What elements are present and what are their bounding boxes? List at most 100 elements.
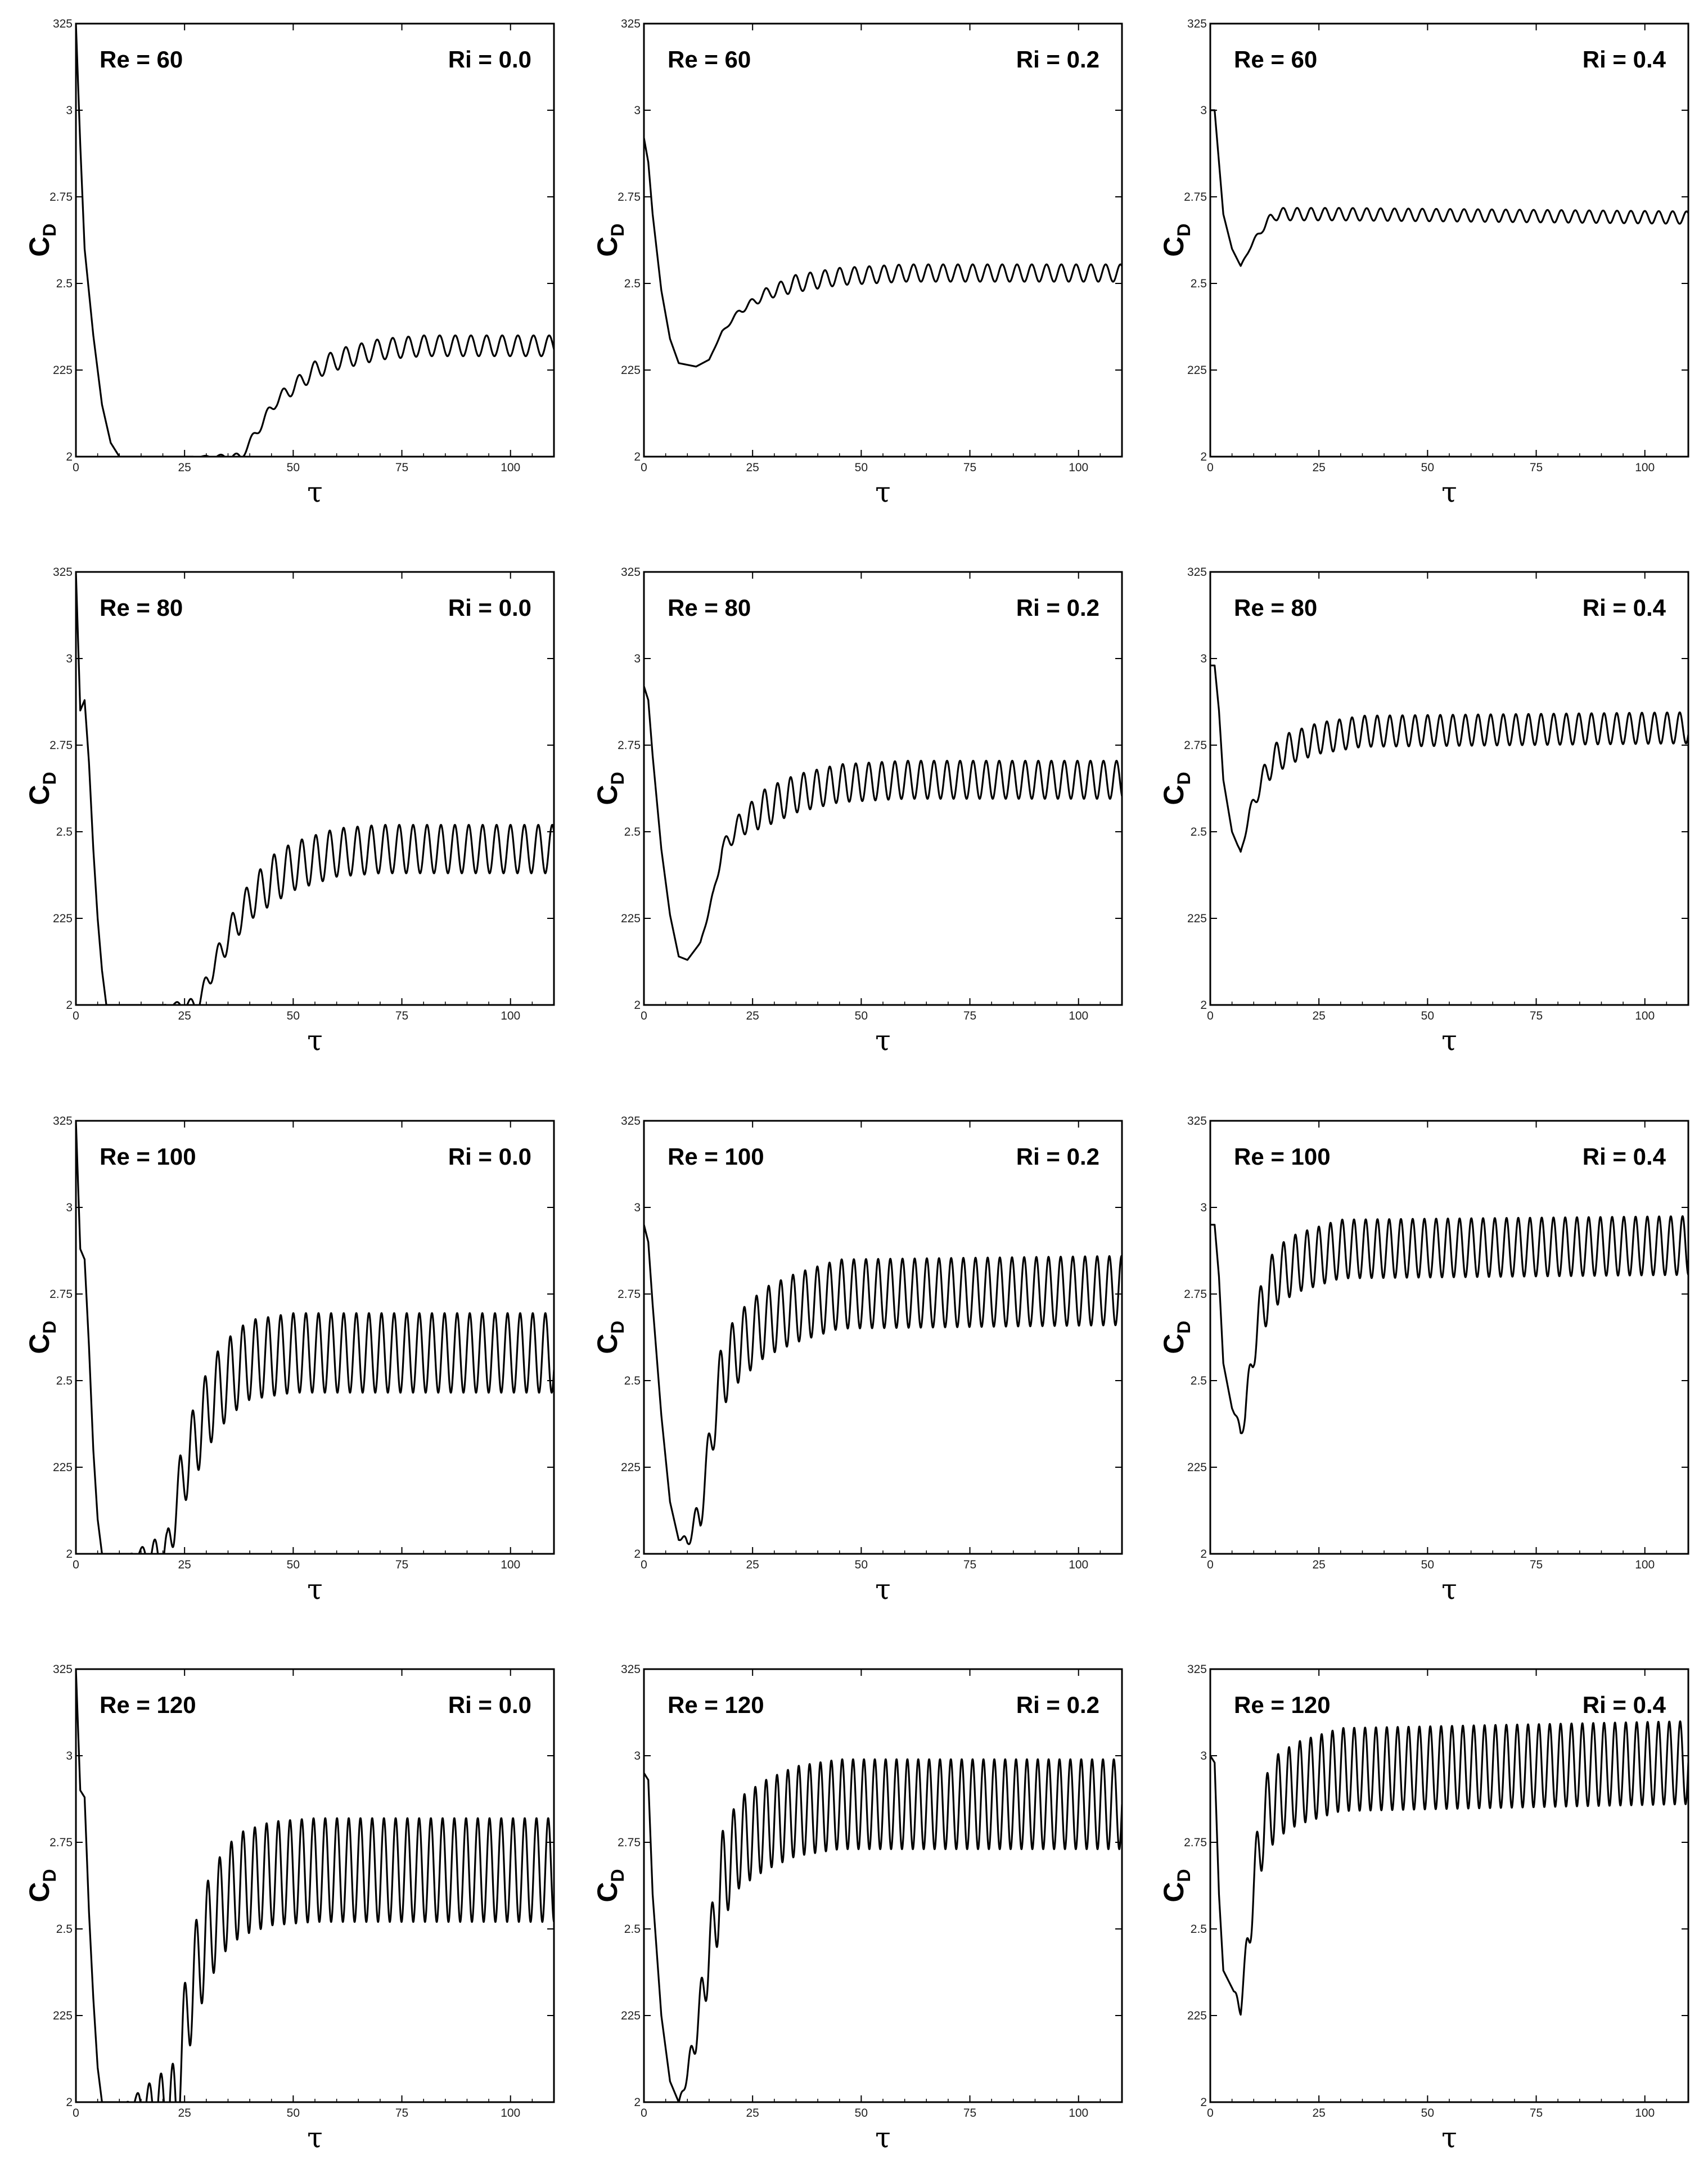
re-label: Re = 100: [100, 1143, 196, 1170]
y-tick-label: 2.75: [1184, 1836, 1207, 1849]
y-tick-label: 3: [634, 652, 641, 665]
y-axis-title-text: CD: [592, 1320, 628, 1354]
y-tick-label: 2.75: [49, 191, 73, 204]
re-label: Re = 60: [100, 46, 183, 73]
panel-re60-ri02: 0 25 50 75 10022252.52.753325τCDRe = 60 Ri = …: [592, 17, 1122, 508]
x-tick-label: 100: [501, 461, 520, 474]
y-axis-title-sub: D: [1174, 772, 1194, 785]
re-label: Re = 120: [1234, 1692, 1331, 1718]
panel-re120-ri04: 0 25 50 75 10022252.52.753325τCDRe = 120 Ri =…: [1158, 1663, 1688, 2154]
x-tick-label: 50: [1421, 2107, 1434, 2120]
x-tick-label: 100: [1635, 2107, 1655, 2120]
y-tick-label: 3: [1200, 652, 1207, 665]
y-axis-title: CD: [1158, 1869, 1194, 1902]
x-tick-label: 50: [287, 1009, 300, 1022]
x-tick-label: 50: [855, 1009, 868, 1022]
x-tick-label: 25: [1313, 1009, 1326, 1022]
x-tick-label: 0: [1207, 1558, 1214, 1571]
y-axis-title: CD: [24, 223, 60, 256]
y-tick-label: 225: [53, 1461, 73, 1474]
plot-frame: [76, 24, 554, 457]
panel-re60-ri04: 0 25 50 75 10022252.52.753325τCDRe = 60 Ri = …: [1158, 17, 1688, 508]
y-axis-title-sub: D: [39, 223, 60, 236]
x-tick-label: 0: [1207, 2107, 1214, 2120]
x-tick-label: 25: [1313, 461, 1326, 474]
y-tick-label: 2.5: [1191, 826, 1207, 838]
x-axis-title: τ: [875, 2121, 891, 2154]
y-tick-label: 2: [1200, 2096, 1207, 2109]
y-tick-label: 2: [634, 450, 641, 463]
y-axis-title: CD: [24, 1320, 60, 1354]
ri-label: Ri = 0.0: [448, 46, 531, 73]
y-axis-title: CD: [592, 772, 628, 805]
y-axis-title-main: C: [1158, 785, 1189, 805]
ri-label: Ri = 0.0: [448, 1692, 531, 1718]
y-axis-title-text: CD: [24, 772, 60, 805]
x-tick-label: 100: [501, 1009, 520, 1022]
panel-re60-ri00: 0 25 50 75 100 2 225 2.5 2.75 3 325 τ CD Re = 60 Ri = …: [24, 17, 554, 508]
y-tick-label: 2: [66, 2096, 73, 2109]
x-axis-title: τ: [875, 1573, 891, 1606]
y-axis-title-main: C: [24, 237, 55, 257]
x-tick-label: 25: [1313, 1558, 1326, 1571]
x-tick-label: 0: [641, 1009, 647, 1022]
figure-grid: 0 25 50 75 10022252.52.753325τCDRe = 60 Ri = …: [0, 0, 1708, 2164]
y-axis-title-main: C: [24, 1882, 55, 1902]
y-axis-title: CD: [1158, 1320, 1194, 1354]
panel-re120-ri02: 0 25 50 75 10022252.52.753325τCDRe = 120 Ri =…: [592, 1663, 1122, 2154]
y-tick-label: 2.5: [624, 1923, 641, 1936]
x-tick-label: 100: [1069, 1009, 1088, 1022]
y-tick-label: 225: [1187, 912, 1207, 925]
y-axis-title-text: CD: [24, 223, 60, 256]
y-axis-title-text: CD: [1158, 1869, 1194, 1902]
plot-frame: [76, 1121, 554, 1554]
x-axis-title: τ: [875, 476, 891, 508]
y-tick-label: 2.75: [618, 191, 641, 204]
y-axis-title-sub: D: [39, 772, 60, 785]
y-tick-label: 2.5: [624, 277, 641, 290]
re-label: Re = 120: [668, 1692, 764, 1718]
y-axis-title: CD: [592, 223, 628, 256]
y-axis-title: CD: [592, 1320, 628, 1354]
y-axis-title-text: CD: [592, 223, 628, 256]
y-tick-label: 2: [634, 2096, 641, 2109]
x-tick-label: 0: [73, 2107, 79, 2120]
y-tick-label: 325: [53, 1115, 73, 1128]
y-axis-title-text: CD: [1158, 772, 1194, 805]
y-tick-label: 225: [53, 2009, 73, 2022]
x-tick-label: 25: [746, 1558, 759, 1571]
y-tick-label: 3: [1200, 1750, 1207, 1762]
plot-frame: [1210, 24, 1688, 457]
y-tick-label: 3: [66, 1750, 73, 1762]
x-axis-title: τ: [1441, 1024, 1457, 1057]
y-axis-title-main: C: [1158, 237, 1189, 257]
re-label: Re = 80: [100, 594, 183, 621]
x-axis-title: τ: [1441, 1573, 1457, 1606]
y-axis-title-main: C: [24, 1334, 55, 1354]
y-axis-title-main: C: [592, 237, 623, 257]
panel-re100-ri00: 0 25 50 75 10022252.52.753325τCDRe = 100 Ri =…: [24, 1115, 554, 1606]
ri-label: Ri = 0.4: [1583, 594, 1666, 621]
x-tick-label: 100: [1635, 461, 1655, 474]
y-tick-label: 3: [1200, 104, 1207, 117]
y-axis-title-sub: D: [607, 1320, 628, 1333]
y-tick-label: 2.5: [1191, 1923, 1207, 1936]
x-tick-label: 100: [501, 2107, 520, 2120]
panel-re100-ri04: 0 25 50 75 10022252.52.753325τCDRe = 100 Ri =…: [1158, 1115, 1688, 1606]
y-tick-label: 2: [1200, 1548, 1207, 1561]
ri-label: Ri = 0.4: [1583, 1692, 1666, 1718]
y-axis-title-sub: D: [607, 772, 628, 785]
re-label: Re = 100: [1234, 1143, 1331, 1170]
y-tick-label: 325: [53, 566, 73, 579]
x-tick-label: 75: [963, 461, 976, 474]
ri-label: Ri = 0.2: [1016, 1143, 1099, 1170]
re-label: Re = 80: [668, 594, 751, 621]
ri-label: Ri = 0.4: [1583, 46, 1666, 73]
y-axis-title-sub: D: [1174, 1869, 1194, 1882]
y-tick-label: 2: [66, 1548, 73, 1561]
y-tick-label: 325: [53, 1663, 73, 1676]
ri-label: Ri = 0.0: [448, 594, 531, 621]
y-axis-title-main: C: [592, 1882, 623, 1902]
y-tick-label: 2.5: [624, 826, 641, 838]
y-tick-label: 2.5: [56, 826, 73, 838]
